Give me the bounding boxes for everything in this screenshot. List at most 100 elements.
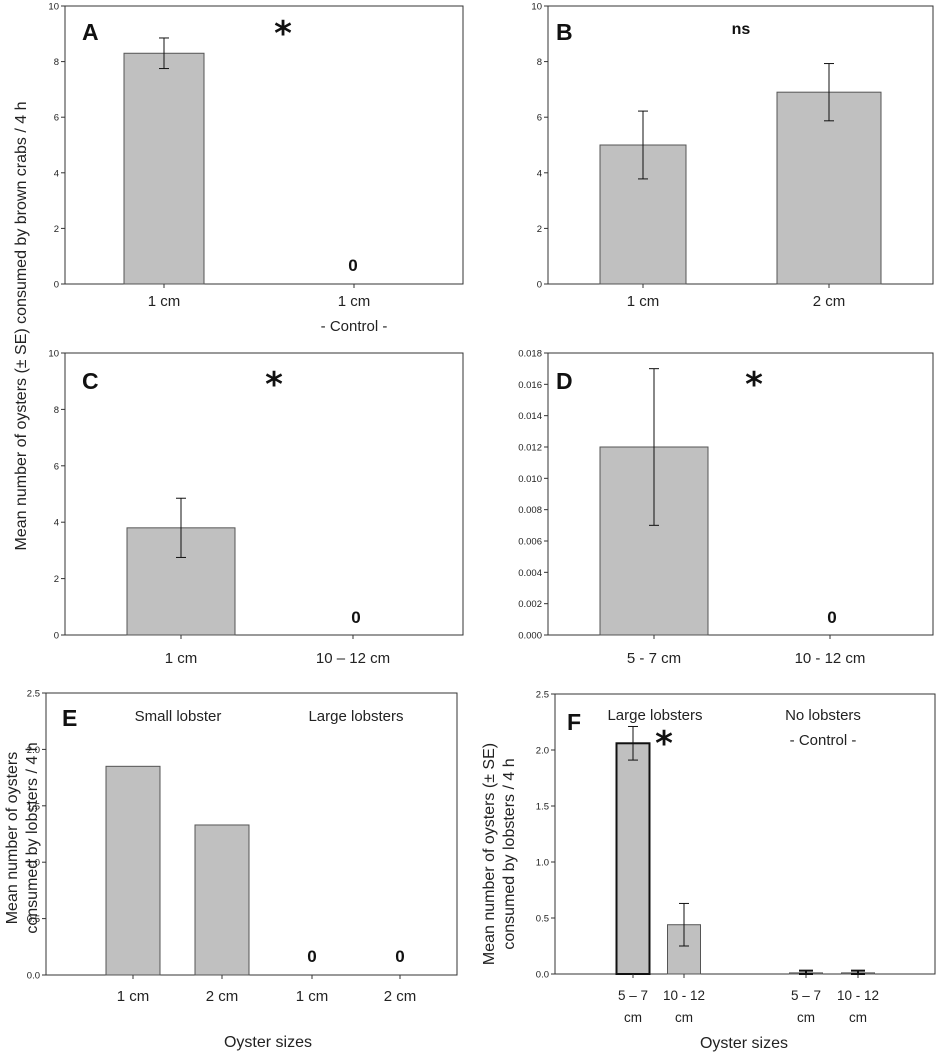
category-label: 1 cm — [117, 988, 150, 1005]
y-tick-label: 2.5 — [27, 689, 40, 700]
y-tick-label: 0.006 — [518, 537, 542, 548]
y-tick-label: 0.002 — [518, 599, 542, 610]
y-axis-label-f-line2: consumed by lobsters / 4 h — [501, 758, 518, 949]
y-tick-label: 0.0 — [27, 971, 40, 982]
group-label: Small lobster — [135, 708, 222, 725]
y-axis-label-f-line1: Mean number of oysters (± SE) — [481, 743, 498, 965]
bar — [615, 742, 651, 976]
category-label: 5 – 7 — [791, 988, 821, 1003]
plot-frame — [547, 5, 934, 285]
y-tick-label: 4 — [54, 518, 59, 529]
y-tick-label: 10 — [48, 349, 59, 360]
y-tick-label: 0.018 — [518, 349, 542, 360]
category-label: cm — [624, 1010, 642, 1025]
panel-letter: C — [82, 368, 99, 394]
y-tick-label: 6 — [54, 113, 59, 124]
panel-b: 0 2 4 6 8 10 1 cm 2 cm B ns — [531, 2, 934, 310]
y-axis-label-e-line1: Mean number of oysters — [4, 752, 21, 925]
y-tick-label: 1.0 — [27, 858, 40, 869]
y-tick-label: 6 — [54, 461, 59, 472]
y-tick-label: 1.5 — [536, 802, 549, 813]
y-tick-label: 2 — [54, 224, 59, 235]
panel-e: 0.0 0.5 1.0 1.5 2.0 2.5 1 cm 2 cm 1 cm 0 2 cm 0 E Sma… — [27, 689, 458, 1005]
category-label: 5 – 7 — [618, 988, 648, 1003]
y-tick-label: 8 — [54, 405, 59, 416]
category-label: cm — [675, 1010, 693, 1025]
zero-label: 0 — [351, 608, 360, 627]
y-tick-label: 8 — [537, 57, 542, 68]
significance-star: * — [745, 365, 763, 405]
y-tick-label: 10 — [48, 2, 59, 13]
significance-star: * — [274, 14, 292, 54]
plot-frame — [64, 352, 464, 636]
category-label: 1 cm — [338, 293, 371, 310]
plot-frame — [554, 693, 936, 975]
y-tick-label: 0.5 — [27, 914, 40, 925]
category-label: - Control - — [321, 318, 388, 335]
y-tick-label: 0.016 — [518, 380, 542, 391]
y-tick-label: 2.0 — [27, 745, 40, 756]
y-tick-label: 2 — [54, 574, 59, 585]
plot-frame — [45, 692, 458, 976]
y-tick-label: 0.5 — [536, 914, 549, 925]
panels: 0 2 4 6 8 10 1 cm 1 cm - Control - 0 A * 0 2 4 6 8 10 1 cm… — [27, 2, 936, 1025]
panel-letter: A — [82, 19, 99, 45]
bar — [194, 824, 250, 976]
y-tick-label: 2 — [537, 224, 542, 235]
y-tick-label: 1.5 — [27, 801, 40, 812]
y-tick-label: 1.0 — [536, 858, 549, 869]
category-label: 2 cm — [206, 988, 239, 1005]
y-tick-label: 0.008 — [518, 505, 542, 516]
y-tick-label: 4 — [537, 168, 542, 179]
y-tick-label: 0 — [54, 280, 59, 291]
y-tick-label: 0.004 — [518, 568, 542, 579]
significance-ns: ns — [732, 21, 751, 38]
category-label: 2 cm — [384, 988, 417, 1005]
category-label: cm — [849, 1010, 867, 1025]
zero-label: 0 — [307, 947, 316, 966]
bar — [123, 52, 205, 285]
y-tick-label: 0.010 — [518, 474, 542, 485]
significance-star: * — [655, 724, 673, 764]
group-label: - Control - — [790, 732, 857, 749]
y-tick-label: 10 — [531, 2, 542, 13]
y-axis-label-e-line2: consumed by lobsters / 4 h — [24, 742, 41, 933]
x-axis-label-e: Oyster sizes — [224, 1034, 312, 1051]
y-tick-label: 2.5 — [536, 690, 549, 701]
category-label: 5 - 7 cm — [627, 650, 681, 667]
category-label: cm — [797, 1010, 815, 1025]
y-tick-label: 0 — [537, 280, 542, 291]
y-tick-label: 0.012 — [518, 443, 542, 454]
y-tick-label: 0.014 — [518, 411, 542, 422]
y-tick-label: 8 — [54, 57, 59, 68]
zero-label: 0 — [348, 256, 357, 275]
panel-letter: E — [62, 705, 77, 731]
x-axis-label-f: Oyster sizes — [700, 1035, 788, 1052]
significance-star: * — [265, 365, 283, 405]
group-label: Large lobsters — [308, 708, 403, 725]
panel-d: 0.000 0.002 0.004 0.006 0.008 0.010 0.012 0.014… — [518, 349, 934, 667]
category-label: 1 cm — [165, 650, 198, 667]
plot-frame — [547, 352, 934, 636]
category-label: 10 - 12 — [663, 988, 705, 1003]
category-label: 1 cm — [296, 988, 329, 1005]
panel-c: 0 2 4 6 8 10 1 cm 10 – 12 cm 0 C * — [48, 349, 464, 667]
category-label: 1 cm — [148, 293, 181, 310]
category-label: 10 - 12 cm — [795, 650, 866, 667]
y-tick-label: 0.0 — [536, 970, 549, 981]
panel-letter: B — [556, 19, 573, 45]
category-label: 2 cm — [813, 293, 846, 310]
category-label: 10 - 12 — [837, 988, 879, 1003]
y-tick-label: 0.000 — [518, 631, 542, 642]
category-label: 1 cm — [627, 293, 660, 310]
group-label: No lobsters — [785, 707, 861, 724]
y-tick-label: 2.0 — [536, 746, 549, 757]
panel-letter: D — [556, 368, 573, 394]
panel-f: 0.0 0.5 1.0 1.5 2.0 2.5 5 – 7 cm 10 - 12 cm 5 – 7 c… — [536, 690, 936, 1025]
y-axis-label-crabs: Mean number of oysters (± SE) consumed b… — [13, 102, 30, 551]
group-label: Large lobsters — [607, 707, 702, 724]
bar — [105, 765, 161, 976]
plot-frame — [64, 5, 464, 285]
zero-label: 0 — [827, 608, 836, 627]
